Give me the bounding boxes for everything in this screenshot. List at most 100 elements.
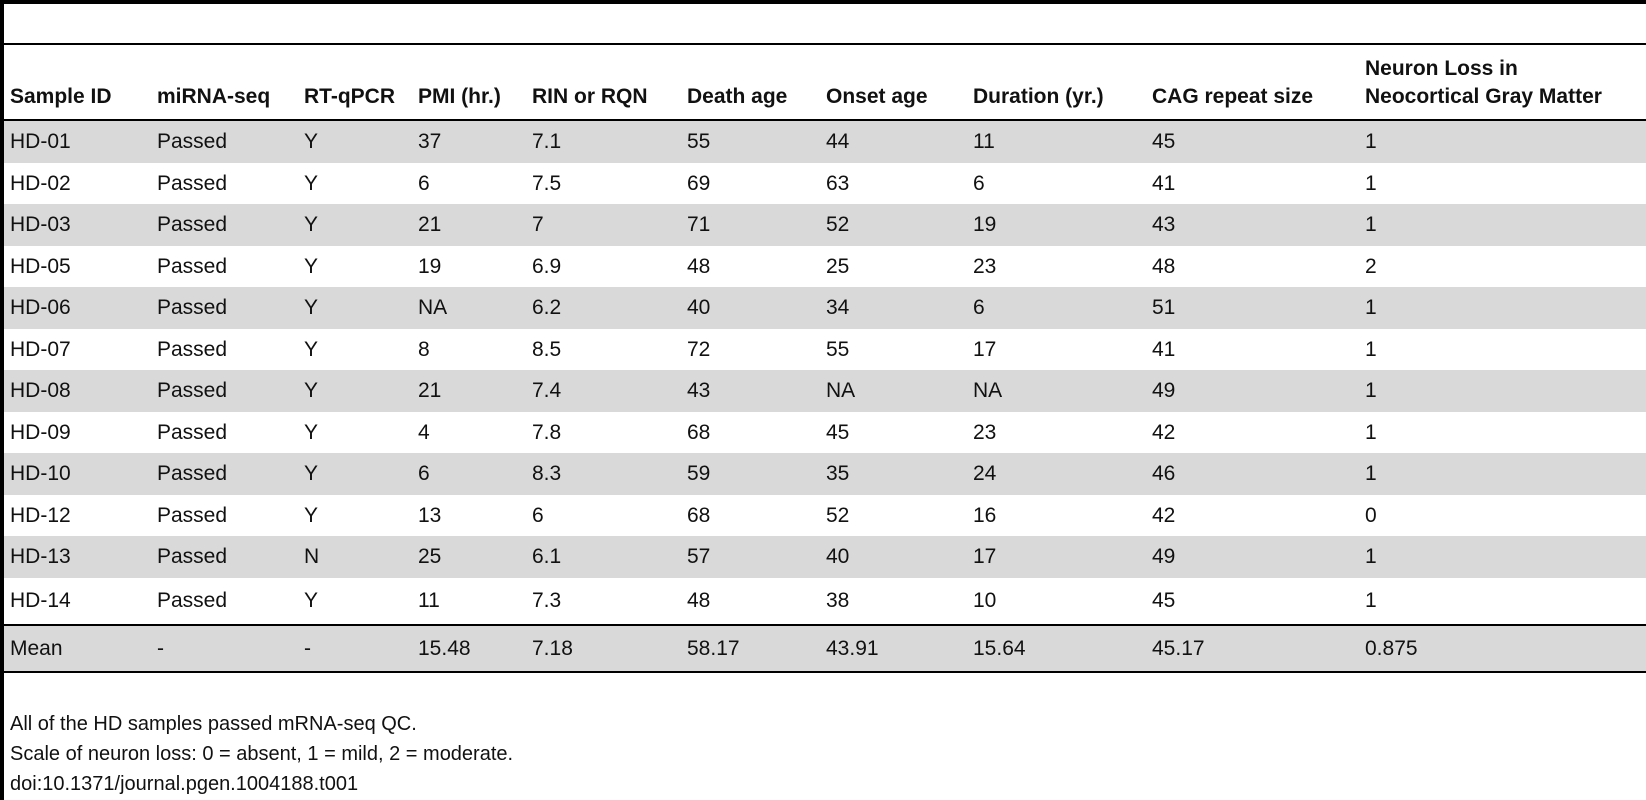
header-neuron-loss: Neuron Loss in Neocortical Gray Matter <box>1359 45 1646 121</box>
table-cell: 6 <box>532 503 544 527</box>
table-cell: 57 <box>681 536 820 578</box>
table-cell: 63 <box>826 171 850 195</box>
mean-cell: - <box>298 623 412 673</box>
table-row: HD-03 Passed Y 21 7 71 52 19 43 1 <box>4 204 1646 246</box>
table-cell: 1 <box>1365 420 1377 444</box>
header-onset-age: Onset age <box>820 45 967 121</box>
table-cell: 24 <box>967 453 1146 495</box>
table-cell: 17 <box>967 536 1146 578</box>
table-cell: HD-07 <box>10 337 71 361</box>
table-cell: NA <box>820 370 967 412</box>
table-cell: 19 <box>418 254 442 278</box>
table-cell: 11 <box>418 588 440 612</box>
table-cell: 1 <box>1359 287 1646 329</box>
table-cell: 41 <box>1152 171 1176 195</box>
table-row: HD-01 Passed Y 37 7.1 55 44 11 45 1 <box>4 120 1646 163</box>
table-cell: 1 <box>1359 370 1646 412</box>
table-cell: 49 <box>1146 536 1359 578</box>
table-cell: Passed <box>151 120 298 163</box>
table-cell: Y <box>304 337 319 361</box>
table-row: HD-12 Passed Y 13 6 68 52 16 42 0 <box>4 495 1646 537</box>
table-cell: N <box>298 536 412 578</box>
table-cell: Passed <box>157 254 228 278</box>
table-cell: 1 <box>1359 120 1646 163</box>
table-cell: 59 <box>681 453 820 495</box>
table-cell: HD-03 <box>4 204 151 246</box>
table-cell: 2 <box>1365 254 1377 278</box>
table-cell: 6.9 <box>532 254 562 278</box>
table-cell: 21 <box>412 204 526 246</box>
mean-cell: 43.91 <box>820 623 967 673</box>
table-cell: 72 <box>687 337 711 361</box>
table-cell: HD-10 <box>4 453 151 495</box>
table-cell: 43 <box>1146 204 1359 246</box>
table-cell: Y <box>298 287 412 329</box>
table-cell: 6.2 <box>526 287 681 329</box>
header-rt-qpcr: RT-qPCR <box>298 45 412 121</box>
header-pmi: PMI (hr.) <box>412 45 526 121</box>
table-cell: 34 <box>820 287 967 329</box>
table-cell: 6 <box>418 171 430 195</box>
mean-row: Mean - -15.48 7.18 58.17 43.91 15.64 45.17 0.875 <box>4 623 1646 673</box>
table-cell: HD-14 <box>10 588 71 612</box>
table-cell: 55 <box>681 120 820 163</box>
table-cell: 8 <box>418 337 430 361</box>
table-cell: 1 <box>1365 337 1377 361</box>
header-neuron-loss-line2: Neocortical Gray Matter <box>1365 85 1602 108</box>
table-cell: 69 <box>687 171 711 195</box>
table-cell: 51 <box>1146 287 1359 329</box>
table-cell: HD-08 <box>4 370 151 412</box>
table-cell: 68 <box>687 503 711 527</box>
table-cell: NA <box>412 287 526 329</box>
header-neuron-loss-line1: Neuron Loss in <box>1365 57 1518 80</box>
table-cell: Passed <box>151 453 298 495</box>
table-cell: Y <box>304 420 319 444</box>
table-cell: HD-01 <box>4 120 151 163</box>
mean-cell: - <box>151 623 298 673</box>
table-cell: 35 <box>820 453 967 495</box>
table-cell: Passed <box>151 370 298 412</box>
table-cell: 40 <box>820 536 967 578</box>
footnote-scale: Scale of neuron loss: 0 = absent, 1 = mi… <box>10 743 514 765</box>
mean-cell: 7.18 <box>526 623 681 673</box>
table-cell: 7.3 <box>532 588 562 612</box>
table-cell: Y <box>298 370 412 412</box>
table-cell: Passed <box>151 204 298 246</box>
table-row: HD-10 Passed Y 6 8.3 59 35 24 46 1 <box>4 453 1646 495</box>
table-row: HD-08 Passed Y 21 7.4 43 NA NA 49 1 <box>4 370 1646 412</box>
mean-cell: 15.48 <box>412 623 526 673</box>
table-cell: 25 <box>826 254 850 278</box>
footnote-doi: doi:10.1371/journal.pgen.1004188.t001 <box>10 773 359 795</box>
header-duration: Duration (yr.) <box>967 45 1146 121</box>
header-death-age: Death age <box>681 45 820 121</box>
table-cell: 17 <box>973 337 997 361</box>
mean-cell: 15.64 <box>967 623 1146 673</box>
table-cell: 1 <box>1359 204 1646 246</box>
table-cell: 46 <box>1146 453 1359 495</box>
table-cell: 43 <box>681 370 820 412</box>
table-footnotes: All of the HD samples passed mRNA-seq QC… <box>10 709 513 799</box>
table-cell: Passed <box>157 171 228 195</box>
table-cell: Passed <box>151 536 298 578</box>
table-cell: 7.4 <box>526 370 681 412</box>
table-cell: HD-02 <box>10 171 71 195</box>
table-cell: 6.1 <box>526 536 681 578</box>
table-cell: 16 <box>973 503 997 527</box>
table-header: Sample ID miRNA-seq RT-qPCR PMI (hr.) RI… <box>4 45 1646 121</box>
table-cell: Y <box>304 503 319 527</box>
table-cell: 4 <box>418 420 430 444</box>
table-cell: 1 <box>1365 588 1377 612</box>
mean-cell: 58.17 <box>681 623 820 673</box>
header-sample-id: Sample ID <box>4 45 151 121</box>
table-cell: 6 <box>412 453 526 495</box>
table-cell: 40 <box>681 287 820 329</box>
table-cell: 6 <box>973 171 985 195</box>
top-rule <box>0 0 1646 4</box>
table-cell: 1 <box>1365 171 1377 195</box>
table-cell: 7.8 <box>532 420 562 444</box>
table-cell: 11 <box>967 120 1146 163</box>
table-cell: 23 <box>973 420 997 444</box>
table-cell: 19 <box>967 204 1146 246</box>
table-cell: Y <box>304 588 319 612</box>
table-cell: 25 <box>412 536 526 578</box>
